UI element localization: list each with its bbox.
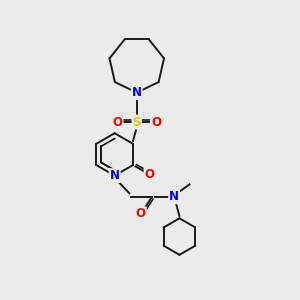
Text: N: N [110, 169, 120, 182]
Text: O: O [151, 116, 161, 128]
Text: O: O [136, 207, 146, 220]
Text: S: S [133, 116, 141, 128]
Text: N: N [169, 190, 179, 203]
Text: O: O [112, 116, 123, 128]
Text: N: N [132, 86, 142, 99]
Text: O: O [145, 168, 154, 181]
